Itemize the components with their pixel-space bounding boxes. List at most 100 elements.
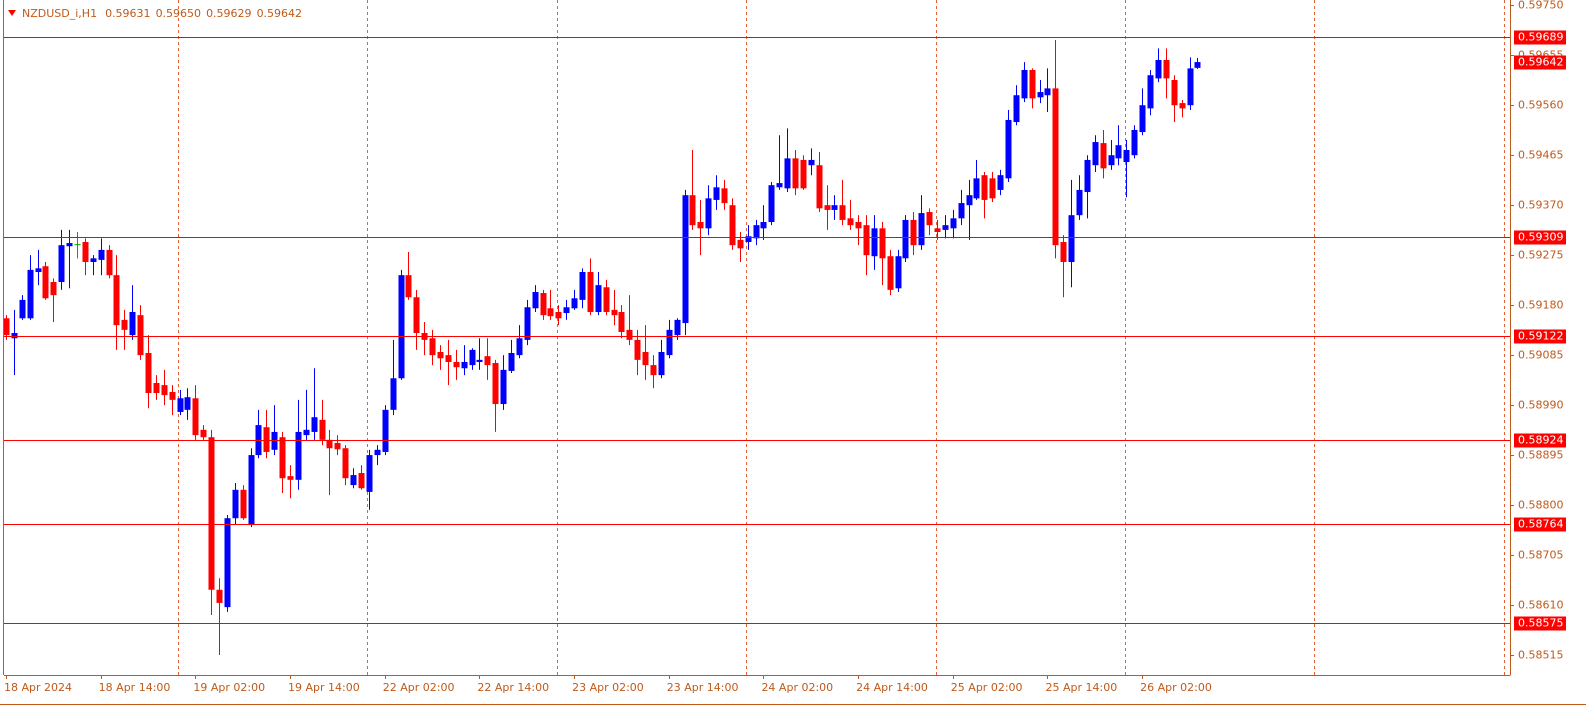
y-tick-label: 0.58990 xyxy=(1518,399,1564,412)
candle-body xyxy=(19,299,26,319)
candle-body xyxy=(666,329,673,356)
level-label: 0.59309 xyxy=(1518,231,1564,244)
candle-body xyxy=(1013,95,1020,123)
candle-body xyxy=(547,308,554,317)
candle-body xyxy=(137,315,144,356)
candle-body xyxy=(705,198,712,229)
candle-body xyxy=(106,249,113,276)
candle-body xyxy=(208,437,215,590)
candle-body xyxy=(90,258,97,263)
level-label: 0.58575 xyxy=(1518,617,1564,630)
candle-body xyxy=(563,307,570,314)
candle-body xyxy=(476,359,483,362)
candle-body xyxy=(950,218,957,229)
candle-body xyxy=(232,489,239,519)
candle-body xyxy=(658,351,665,376)
x-tick-label: 19 Apr 02:00 xyxy=(193,681,265,694)
candle-body xyxy=(981,175,988,200)
header-close: 0.59642 xyxy=(257,7,303,20)
candle-body xyxy=(1115,145,1122,159)
candle-body xyxy=(161,385,168,396)
y-tick-label: 0.59370 xyxy=(1518,199,1564,212)
level-label-box xyxy=(1514,433,1566,448)
candle-body xyxy=(1029,69,1036,99)
y-tick-label: 0.59085 xyxy=(1518,349,1564,362)
candle-body xyxy=(926,212,933,226)
candle-body xyxy=(808,159,815,166)
x-tick-label: 25 Apr 14:00 xyxy=(1045,681,1117,694)
candle-body xyxy=(326,439,333,449)
candle-body xyxy=(713,187,720,200)
candle-body xyxy=(555,311,562,319)
candle-body xyxy=(413,297,420,334)
candle-body xyxy=(1139,105,1146,133)
candle-body xyxy=(989,178,996,199)
y-tick-label: 0.58705 xyxy=(1518,549,1564,562)
candle-body xyxy=(145,353,152,394)
candle-body xyxy=(1194,62,1201,68)
y-tick-label: 0.58800 xyxy=(1518,499,1564,512)
symbol: NZDUSD_i,H1 xyxy=(22,7,97,20)
candle-body xyxy=(500,369,507,405)
y-tick-label: 0.58895 xyxy=(1518,449,1564,462)
candle-body xyxy=(129,311,136,336)
candle-body xyxy=(768,185,775,223)
candle-body xyxy=(753,225,760,239)
level-label-box xyxy=(1514,230,1566,245)
candle-body xyxy=(484,356,491,366)
candle-body xyxy=(374,449,381,456)
candle-body xyxy=(1052,88,1059,246)
candle-body xyxy=(871,228,878,257)
x-tick-label: 22 Apr 14:00 xyxy=(477,681,549,694)
level-label: 0.58924 xyxy=(1518,434,1564,447)
candle-body xyxy=(1155,59,1162,79)
candle-body xyxy=(169,391,176,400)
candle-body xyxy=(626,329,633,340)
candle-body xyxy=(760,222,767,229)
candle-body xyxy=(855,222,862,229)
current-price-label: 0.59642 xyxy=(1518,56,1564,69)
header-open: 0.59631 xyxy=(105,7,151,20)
y-tick-label: 0.58515 xyxy=(1518,649,1564,662)
candle-body xyxy=(469,349,476,366)
level-label: 0.59689 xyxy=(1518,31,1564,44)
candle-body xyxy=(350,475,357,486)
header-icon xyxy=(8,10,16,16)
candle-body xyxy=(737,239,744,249)
candle-body xyxy=(863,225,870,256)
candle-body xyxy=(27,269,34,319)
y-tick-label: 0.59275 xyxy=(1518,249,1564,262)
candle-body xyxy=(745,236,752,243)
candle-body xyxy=(287,476,294,480)
candle-body xyxy=(571,298,578,309)
candle-body xyxy=(295,431,302,480)
level-label-box xyxy=(1514,517,1566,532)
candle-body xyxy=(508,353,515,371)
candle-body xyxy=(82,242,89,263)
candle-body xyxy=(1123,149,1130,163)
candle-body xyxy=(532,291,539,309)
candle-body xyxy=(942,225,949,230)
candle-body xyxy=(248,455,255,526)
candle-body xyxy=(1021,69,1028,99)
candle-body xyxy=(1076,189,1083,216)
candle-body xyxy=(153,383,160,394)
x-tick-label: 18 Apr 2024 xyxy=(4,681,72,694)
candle-body xyxy=(1037,92,1044,98)
level-layer: 0.59689 0.59309 0.59122 0.58924 0.58764 0.585… xyxy=(4,30,1566,631)
candle-body xyxy=(3,318,10,336)
candle-body xyxy=(1084,159,1091,193)
candle-body xyxy=(1005,119,1012,179)
candle-body xyxy=(35,268,42,272)
candle-body xyxy=(634,339,641,360)
candle-body xyxy=(66,243,73,247)
candle-body xyxy=(437,351,444,359)
candle-body xyxy=(342,448,349,479)
x-tick-label: 22 Apr 02:00 xyxy=(383,681,455,694)
candle-body xyxy=(240,489,247,519)
candle-body xyxy=(618,311,625,332)
candle-body xyxy=(934,228,941,233)
candle-body xyxy=(824,205,831,210)
